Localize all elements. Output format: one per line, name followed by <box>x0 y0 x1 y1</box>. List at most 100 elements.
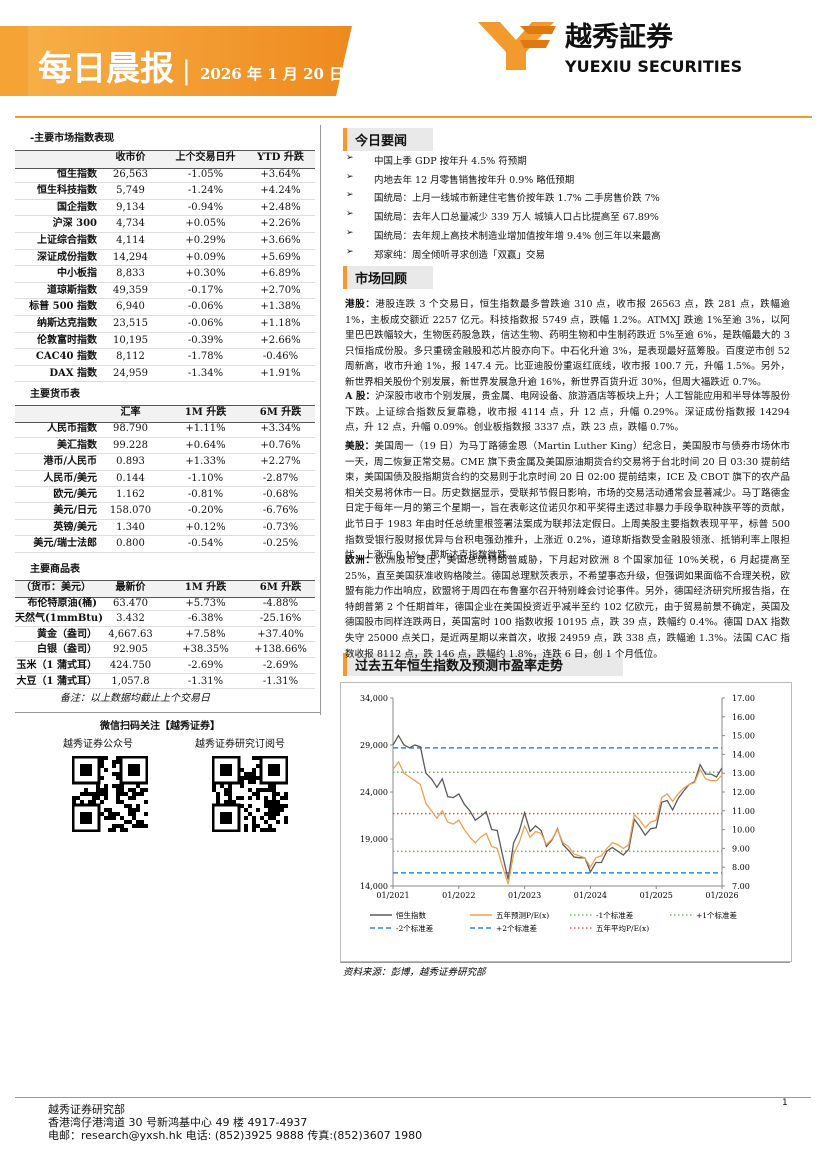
table-row-rule <box>15 381 315 383</box>
row-label: 中小板指 <box>57 268 97 280</box>
table-row-rule <box>15 331 315 333</box>
table-cell: +0.64% <box>185 439 226 451</box>
table-cell: -1.10% <box>187 472 224 484</box>
table-cell: 98.790 <box>113 423 148 435</box>
table-cell: +1.33% <box>185 456 226 468</box>
table-header: 收市价 <box>115 152 146 163</box>
table-header: 上个交易日升 <box>175 152 236 163</box>
footer-contact: 电邮：research@yxsh.hk 电话: (852)3925 9888 传… <box>48 1129 423 1142</box>
legend-label: 恒生指数 <box>396 910 426 920</box>
table-header-bg <box>15 150 315 169</box>
chart: 14,000 19,000 24,000 29,000 34,000 7.00 8.00 9.… <box>340 682 792 962</box>
table-row-rule <box>15 232 315 233</box>
table-cell: +2.27% <box>260 456 301 468</box>
legend-label: -1个标准差 <box>596 910 634 920</box>
legend-label: 五年平均P/E(x) <box>596 923 649 933</box>
table-row-rule <box>15 215 315 217</box>
paragraph-lead: A 股： <box>345 391 376 402</box>
table-cell: +138.66% <box>254 644 307 656</box>
table-cell: 92.905 <box>113 644 148 656</box>
qr-label: 越秀证券公众号 <box>63 739 133 750</box>
y2-tick-label: 17.00 <box>732 694 755 703</box>
table-cell: -1.05% <box>187 168 224 180</box>
paragraph-text: 欧洲股市受压，美国总统特朗普威胁，下月起对欧洲 8 个国家加征 10%关税，6 … <box>345 555 791 660</box>
table-header: 最新价 <box>115 582 146 593</box>
row-label: 恒生科技指数 <box>37 185 97 197</box>
row-label: 人民币指数 <box>47 423 97 435</box>
table-cell: 424.750 <box>109 660 152 671</box>
table-header: （货币：美元） <box>21 582 91 593</box>
table-row-rule <box>15 688 315 690</box>
table-row-rule <box>15 436 315 438</box>
table-cell: -0.68% <box>262 489 299 500</box>
news-item: 中国上季 GDP 按年升 4.5% 符预期 <box>346 153 527 167</box>
table-cell: -4.88% <box>262 597 299 609</box>
table-cell: 6,940 <box>116 301 145 313</box>
table-cell: -0.06% <box>187 301 224 313</box>
table-cell: -0.54% <box>187 538 224 550</box>
logo-en: YUEXIU SECURITIES <box>564 57 742 76</box>
row-label: 美汇指数 <box>57 439 97 451</box>
row-label: 深证成份指数 <box>37 251 97 263</box>
table-row-rule <box>15 298 315 300</box>
table-header-bg <box>15 405 315 424</box>
table-cell: -0.25% <box>262 538 299 550</box>
footer-rule <box>15 1097 811 1098</box>
table-row-rule <box>15 625 315 627</box>
paragraph: 美股：美国周一（19 日）为马丁路德金恩（Martin Luther King）… <box>345 439 790 564</box>
legend-label: +2个标准差 <box>496 923 538 933</box>
table-row-rule <box>15 551 315 553</box>
table-cell: -1.31% <box>262 675 299 687</box>
page-number: 1 <box>782 1098 788 1108</box>
row-label: 白银（盎司） <box>37 644 97 656</box>
table-cell: 158.070 <box>109 505 152 517</box>
chart-source: 资料来源：彭博，越秀证券研究部 <box>343 967 486 978</box>
table-cell: +1.18% <box>260 318 301 329</box>
row-label: 美元/瑞士法郎 <box>33 538 97 550</box>
logo-cn: 越秀証券 <box>565 21 674 53</box>
row-label: 玉米（1 蒲式耳） <box>16 660 97 671</box>
y2-tick-label: 15.00 <box>732 732 755 741</box>
table-cell: -2.87% <box>262 472 299 484</box>
row-label: 欧元/美元 <box>53 489 97 500</box>
y2-tick-label: 16.00 <box>732 713 755 722</box>
table-cell: +1.91% <box>260 367 301 379</box>
qr-label: 越秀证券研究订阅号 <box>195 739 285 750</box>
header-edge <box>0 26 28 96</box>
table-header: 汇率 <box>120 407 141 418</box>
news-text: 国统局：去年人口总量减少 339 万人 城镇人口占比提高至 67.89% <box>374 212 659 224</box>
table-cell: -2.69% <box>262 660 299 671</box>
table-row-rule <box>15 486 315 487</box>
news-item: 郑家纯：周全倾听寻求创造「双赢」交易 <box>346 247 546 261</box>
table-cell: 4,734 <box>116 218 145 230</box>
table-header: 1M 升跌 <box>184 582 227 593</box>
table-cell: 63.470 <box>113 597 148 609</box>
row-label: 国企指数 <box>57 201 97 213</box>
table-cell: 9,134 <box>116 201 145 213</box>
table-cell: -0.17% <box>187 284 224 296</box>
table-row-rule <box>15 502 315 504</box>
table-cell: 1.162 <box>116 489 145 500</box>
paragraph-lead: 美股： <box>345 441 375 452</box>
table-cell: -1.34% <box>187 367 224 379</box>
news-text: 郑家纯：周全倾听寻求创造「双赢」交易 <box>374 249 546 261</box>
news-text: 中国上季 GDP 按年升 4.5% 符预期 <box>374 156 527 167</box>
table-row-rule <box>15 641 315 643</box>
table-cell: 24,959 <box>113 367 148 379</box>
table-cell: -1.31% <box>187 675 224 687</box>
wechat-rule <box>15 712 320 713</box>
table-cell: +2.66% <box>260 334 301 346</box>
table-row-rule <box>15 535 315 537</box>
table-cell: +7.58% <box>185 628 226 640</box>
paragraph-lead: 欧洲： <box>345 555 376 566</box>
title-separator: | <box>182 56 191 86</box>
table-cell: +0.30% <box>185 268 226 280</box>
table-row-rule <box>15 469 315 471</box>
y2-tick-label: 11.00 <box>732 807 755 816</box>
table-cell: +0.09% <box>185 251 226 263</box>
logo-mark-e <box>520 26 556 48</box>
y2-tick-label: 13.00 <box>732 769 755 778</box>
table-cell: +1.11% <box>185 423 226 435</box>
row-label: 布伦特原油(桶) <box>27 597 97 609</box>
chart-title: 过去五年恒生指数及预测市盈率走势 <box>343 653 623 676</box>
